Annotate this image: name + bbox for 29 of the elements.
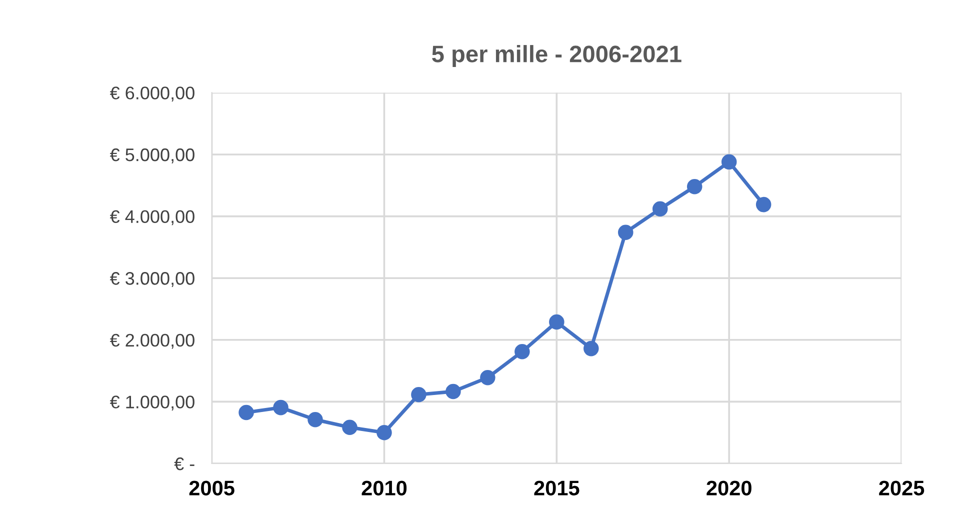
point (411, 386, 426, 402)
chart-title: 5 per mille - 2006-2021 (432, 45, 682, 68)
point (342, 420, 358, 435)
y-tick-label: € 6.000,00 (110, 86, 194, 102)
point (721, 154, 737, 170)
point (514, 344, 530, 360)
y-tick-label: € 5.000,00 (110, 148, 194, 164)
x-tick-label: 2005 (189, 480, 234, 496)
point (446, 384, 461, 400)
point (273, 400, 288, 416)
y-tick-label: € 3.000,00 (110, 272, 194, 287)
x-tick-label: 2010 (362, 480, 407, 496)
x-tick-label: 2020 (706, 480, 752, 496)
y-tick-label: € 4.000,00 (110, 210, 194, 226)
point (686, 178, 702, 194)
point (756, 196, 772, 212)
point (238, 404, 254, 420)
y-tick-label: € - (174, 457, 194, 470)
point (618, 224, 634, 240)
point (480, 370, 496, 386)
point (549, 314, 564, 330)
point (584, 340, 599, 356)
x-tick-label: 2015 (534, 480, 580, 496)
y-tick-label: € 2.000,00 (110, 334, 194, 349)
point (308, 412, 323, 428)
x-tick-label: 2025 (879, 480, 924, 496)
point (652, 201, 668, 217)
point (376, 424, 392, 440)
y-tick-label: € 1.000,00 (110, 396, 194, 411)
